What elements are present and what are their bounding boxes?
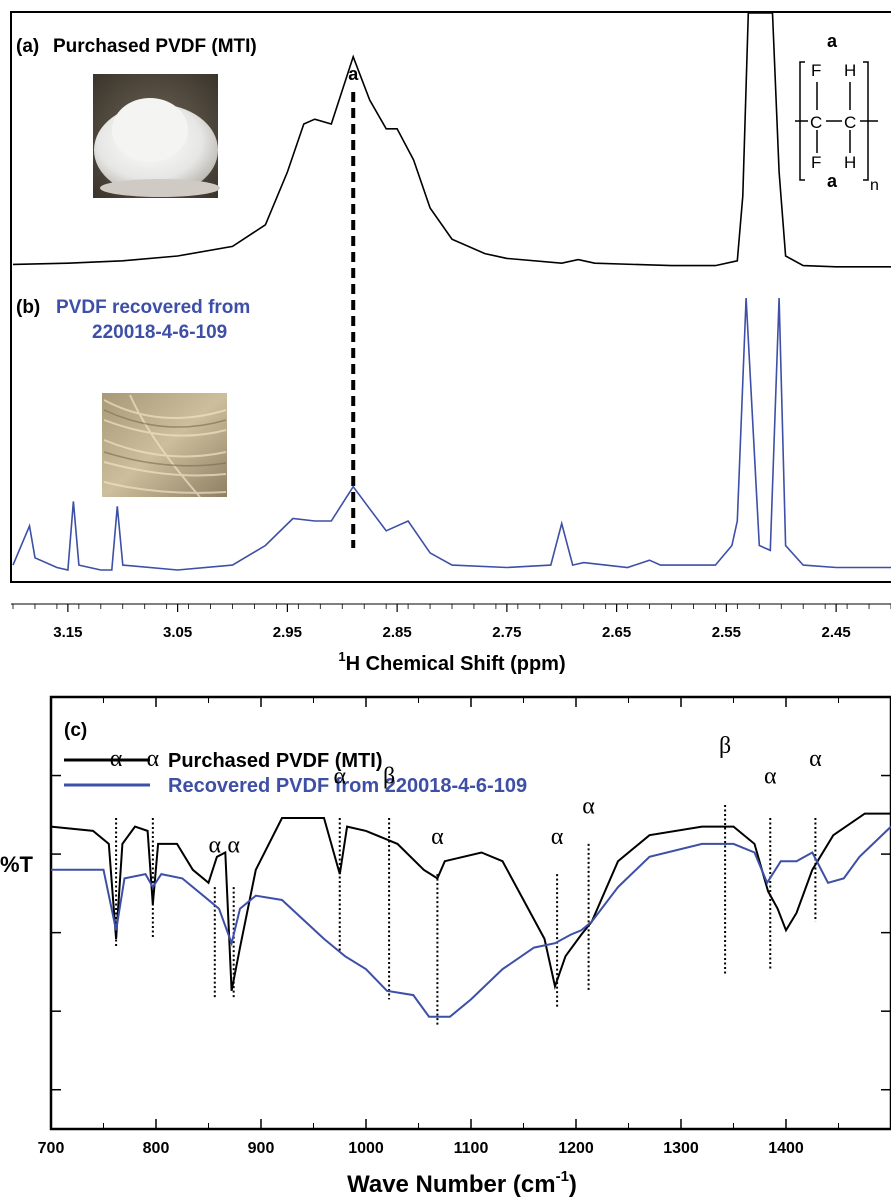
ftir-x-tick-label: 1400 bbox=[768, 1140, 804, 1157]
nmr-frame bbox=[10, 11, 891, 583]
panel-c-label: (c) bbox=[64, 720, 87, 741]
band-label: α bbox=[147, 746, 160, 772]
band-label: β bbox=[383, 763, 395, 789]
ftir-x-tick-label: 1300 bbox=[663, 1140, 699, 1157]
atom-c-right: C bbox=[844, 113, 856, 132]
panel-b-title-line1: PVDF recovered from bbox=[56, 297, 250, 318]
band-label: α bbox=[333, 763, 346, 789]
nmr-x-tick-label: 2.65 bbox=[602, 624, 631, 641]
structure-subscript: n bbox=[870, 177, 879, 194]
band-label: α bbox=[809, 746, 822, 772]
ftir-x-tick-label: 1100 bbox=[454, 1140, 489, 1157]
band-label: α bbox=[110, 746, 123, 772]
pvdf-structure: a a F H C C F H n bbox=[795, 31, 879, 194]
nmr-x-tick-label: 2.85 bbox=[383, 624, 412, 641]
panel-b-title-line2: 220018-4-6-109 bbox=[92, 322, 227, 343]
band-label: α bbox=[431, 824, 444, 850]
ftir-series-purchased bbox=[50, 812, 891, 991]
nmr-x-tick-label: 3.05 bbox=[163, 624, 192, 641]
band-label: α bbox=[551, 824, 564, 850]
panel-a-label: (a) bbox=[16, 36, 39, 57]
ftir-panel: (c) Purchased PVDF (MTI) Recovered PVDF … bbox=[0, 695, 891, 1198]
legend-label-purchased: Purchased PVDF (MTI) bbox=[168, 750, 382, 772]
film-photo bbox=[102, 393, 227, 498]
structure-top-label: a bbox=[827, 31, 838, 51]
band-label: α bbox=[227, 833, 240, 859]
ftir-x-axis-title: Wave Number (cm-1) bbox=[347, 1168, 577, 1198]
nmr-x-ticks: 3.15 3.05 2.95 2.85 2.75 2.65 2.55 2.45 bbox=[12, 604, 891, 641]
panel-b-label: (b) bbox=[16, 297, 40, 318]
nmr-series-recovered bbox=[12, 297, 891, 571]
ftir-series-recovered bbox=[51, 825, 891, 1018]
panel-a-title: Purchased PVDF (MTI) bbox=[53, 36, 257, 57]
ftir-x-tick-label: 800 bbox=[143, 1140, 170, 1157]
nmr-panel: (a) Purchased PVDF (MTI) (b) PVDF recove… bbox=[10, 11, 891, 675]
band-label: β bbox=[719, 733, 731, 759]
atom-c-left: C bbox=[810, 113, 822, 132]
ftir-x-tick-label: 1000 bbox=[348, 1140, 384, 1157]
atom-h-bottom: H bbox=[844, 153, 856, 172]
ftir-x-tick-labels: 700 800 900 1000 1100 1200 1300 1400 bbox=[38, 1140, 804, 1157]
ftir-x-tick-label: 1200 bbox=[558, 1140, 594, 1157]
peak-a-label: a bbox=[348, 64, 359, 84]
legend: Purchased PVDF (MTI) Recovered PVDF from… bbox=[64, 750, 527, 797]
band-label: α bbox=[582, 794, 595, 820]
powder-photo bbox=[93, 74, 220, 198]
legend-label-recovered: Recovered PVDF from 220018-4-6-109 bbox=[168, 775, 527, 797]
atom-h-top: H bbox=[844, 61, 856, 80]
nmr-x-tick-label: 3.15 bbox=[53, 624, 82, 641]
nmr-x-axis-title: 1H Chemical Shift (ppm) bbox=[338, 649, 565, 675]
band-label: α bbox=[764, 763, 777, 789]
nmr-series-purchased bbox=[12, 12, 891, 268]
structure-bottom-label: a bbox=[827, 171, 838, 191]
atom-f-bottom: F bbox=[811, 153, 821, 172]
nmr-x-tick-label: 2.45 bbox=[822, 624, 851, 641]
nmr-x-tick-label: 2.95 bbox=[273, 624, 302, 641]
ftir-x-tick-label: 900 bbox=[248, 1140, 275, 1157]
ftir-axis-ticks bbox=[50, 697, 891, 1129]
band-label: α bbox=[209, 833, 222, 859]
nmr-x-tick-label: 2.75 bbox=[492, 624, 521, 641]
ftir-y-axis-title: %T bbox=[0, 852, 34, 877]
nmr-x-tick-label: 2.55 bbox=[712, 624, 741, 641]
atom-f-top: F bbox=[811, 61, 821, 80]
ftir-x-tick-label: 700 bbox=[38, 1140, 65, 1157]
